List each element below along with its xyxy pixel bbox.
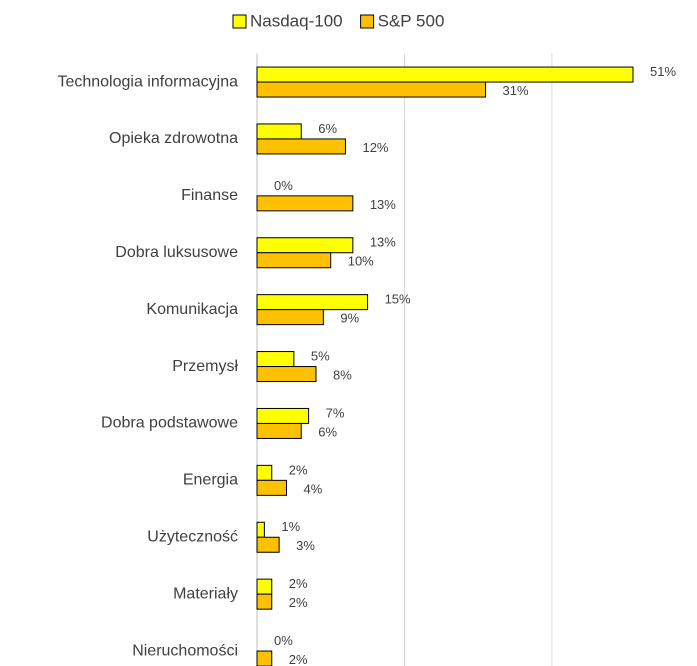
bar <box>256 66 634 83</box>
bar <box>256 123 302 140</box>
category-label: Technologia informacyjna <box>57 73 238 90</box>
category-label: Przemysł <box>172 358 238 375</box>
bar <box>256 521 265 538</box>
data-label: 15% <box>385 292 411 307</box>
data-label: 10% <box>348 254 374 269</box>
data-label: 6% <box>318 424 337 439</box>
category-label: Użyteczność <box>147 528 238 545</box>
data-label: 13% <box>370 235 396 250</box>
bar <box>256 309 324 326</box>
category-label: Energia <box>183 472 238 489</box>
data-label: 2% <box>289 576 308 591</box>
legend-label: S&P 500 <box>378 11 445 30</box>
data-label: 12% <box>362 140 388 155</box>
data-label: 2% <box>289 462 308 477</box>
data-label: 3% <box>296 538 315 553</box>
bar <box>256 479 287 496</box>
bar <box>256 138 346 155</box>
bar <box>256 366 317 383</box>
data-label: 8% <box>333 367 352 382</box>
bar <box>256 422 302 439</box>
legend-swatch <box>232 14 247 29</box>
bar <box>256 578 273 595</box>
data-label: 5% <box>311 348 330 363</box>
bar <box>256 536 280 553</box>
data-label: 7% <box>326 405 345 420</box>
category-label: Dobra luksusowe <box>115 244 238 261</box>
bar <box>256 294 369 311</box>
data-label: 2% <box>289 652 308 666</box>
data-label: 13% <box>370 197 396 212</box>
bar <box>256 464 273 481</box>
bar <box>256 407 310 424</box>
bar <box>256 252 332 269</box>
legend-label: Nasdaq-100 <box>250 11 343 30</box>
category-label: Finanse <box>181 187 238 204</box>
bar <box>256 593 273 610</box>
data-label: 0% <box>274 178 293 193</box>
category-label: Materiały <box>173 585 238 602</box>
data-label: 1% <box>281 519 300 534</box>
bar <box>256 237 354 254</box>
data-label: 6% <box>318 121 337 136</box>
category-label: Nieruchomości <box>132 642 238 659</box>
legend-swatch <box>360 14 375 29</box>
bar <box>256 81 487 98</box>
data-label: 31% <box>503 83 529 98</box>
data-label: 4% <box>303 481 322 496</box>
data-label: 0% <box>274 633 293 648</box>
data-label: 51% <box>650 64 676 79</box>
category-label: Opieka zdrowotna <box>109 130 238 147</box>
category-label: Dobra podstawowe <box>101 415 238 432</box>
bar <box>256 650 273 666</box>
data-label: 2% <box>289 595 308 610</box>
bar <box>256 195 354 212</box>
data-label: 9% <box>340 311 359 326</box>
category-label: Komunikacja <box>146 301 238 318</box>
bar <box>256 351 295 368</box>
